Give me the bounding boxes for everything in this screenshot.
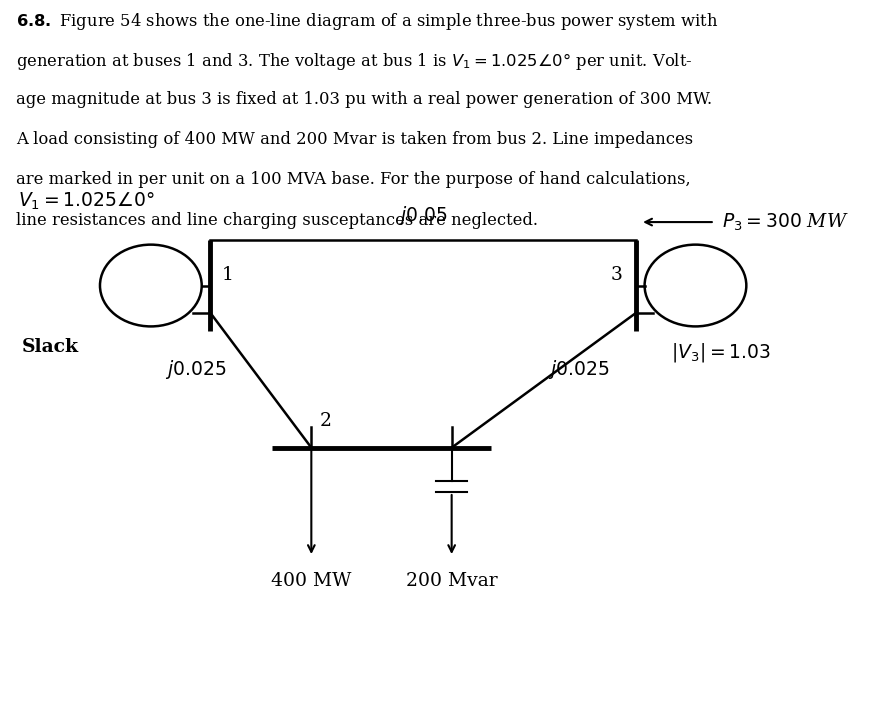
Text: 2: 2 <box>320 412 332 430</box>
Text: Slack: Slack <box>22 338 79 357</box>
Text: 1: 1 <box>222 266 234 284</box>
Text: $j0.025$: $j0.025$ <box>548 358 610 381</box>
Text: 3: 3 <box>610 266 623 284</box>
Text: 200 Mvar: 200 Mvar <box>406 572 497 591</box>
Text: generation at buses 1 and 3. The voltage at bus 1 is $V_1 = 1.025\angle0°$ per u: generation at buses 1 and 3. The voltage… <box>16 51 692 72</box>
Text: $j0.025$: $j0.025$ <box>165 358 226 381</box>
Text: $P_3 = 300$ MW: $P_3 = 300$ MW <box>722 212 848 233</box>
Text: line resistances and line charging susceptances are neglected.: line resistances and line charging susce… <box>16 212 538 228</box>
Text: A load consisting of 400 MW and 200 Mvar is taken from bus 2. Line impedances: A load consisting of 400 MW and 200 Mvar… <box>16 131 693 148</box>
Text: $|V_3| = 1.03$: $|V_3| = 1.03$ <box>671 341 771 364</box>
Text: $V_1 = 1.025\angle0°$: $V_1 = 1.025\angle0°$ <box>18 190 154 212</box>
Text: $\mathbf{6.8.}$ Figure 54 shows the one-line diagram of a simple three-bus power: $\mathbf{6.8.}$ Figure 54 shows the one-… <box>16 11 718 32</box>
Text: 400 MW: 400 MW <box>271 572 352 591</box>
Text: are marked in per unit on a 100 MVA base. For the purpose of hand calculations,: are marked in per unit on a 100 MVA base… <box>16 171 690 188</box>
Text: age magnitude at bus 3 is fixed at 1.03 pu with a real power generation of 300 M: age magnitude at bus 3 is fixed at 1.03 … <box>16 91 712 108</box>
Text: $j0.05$: $j0.05$ <box>398 204 448 227</box>
